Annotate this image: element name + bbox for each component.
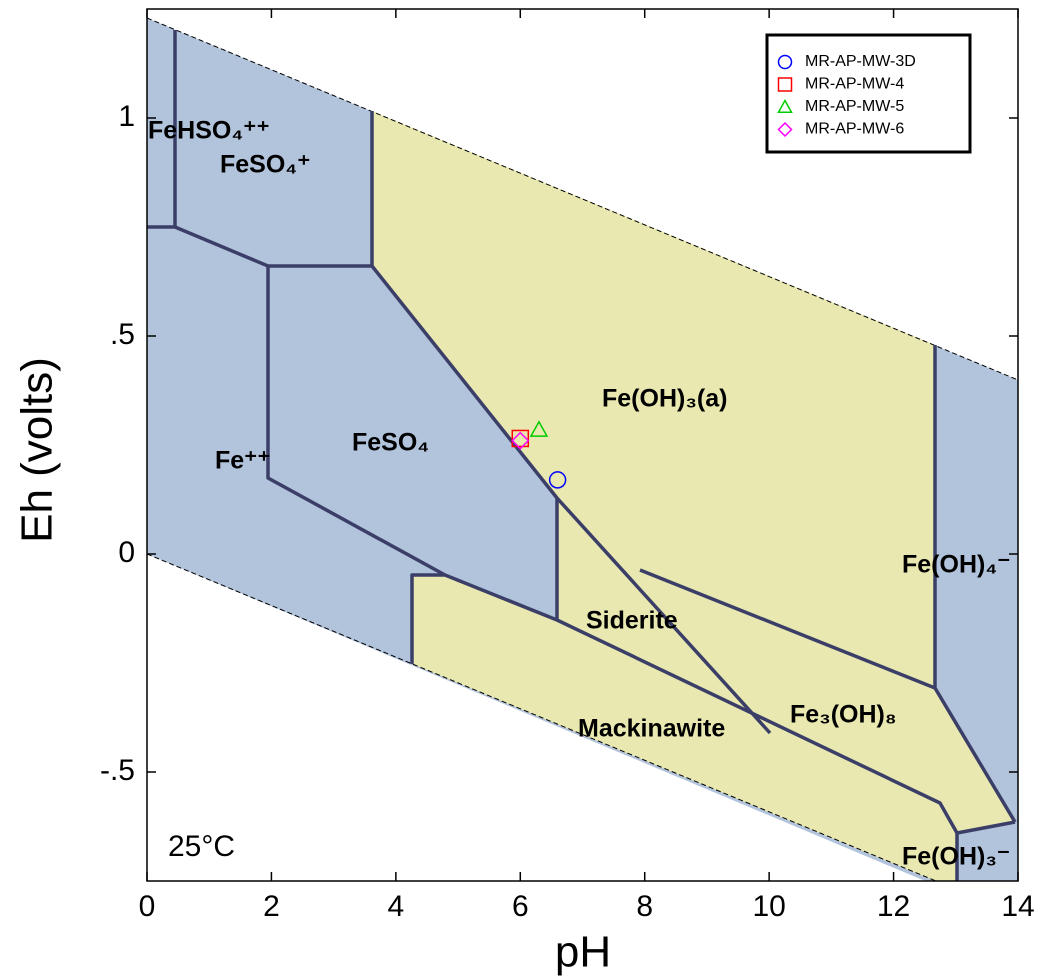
y-tick-label: .5 <box>110 318 135 351</box>
boundary <box>147 225 372 268</box>
y-axis-title: Eh (volts) <box>13 357 62 543</box>
yellow-region <box>372 111 1015 881</box>
region-label: Fe(OH)₃⁻ <box>902 843 1010 871</box>
legend-box <box>765 33 972 154</box>
x-tick-label: 12 <box>877 890 910 923</box>
x-tick-label: 4 <box>388 890 405 923</box>
data-point <box>511 429 530 448</box>
legend-marker <box>777 98 793 113</box>
water-line <box>147 553 938 881</box>
y-tick-label: -.5 <box>100 754 135 787</box>
boundary <box>370 111 772 735</box>
y-tick-label: 1 <box>118 100 135 133</box>
x-axis-title: pH <box>555 928 611 977</box>
legend-label: MR-AP-MW-4 <box>805 76 904 93</box>
legend-marker <box>777 121 793 138</box>
x-tick-label: 0 <box>139 890 156 923</box>
plot-frame <box>146 8 1019 882</box>
temperature-label: 25°C <box>168 830 235 863</box>
region-label: Fe(OH)₄⁻ <box>902 551 1010 579</box>
region-label: FeHSO₄⁺⁺ <box>148 117 270 145</box>
regions <box>147 17 1018 881</box>
legend-marker <box>777 54 793 70</box>
legend-marker <box>777 77 793 92</box>
legend-label: MR-AP-MW-6 <box>805 121 904 138</box>
region-label: FeSO₄ <box>352 429 429 457</box>
legend-label: MR-AP-MW-3D <box>805 53 916 70</box>
data-point <box>529 420 549 437</box>
region-label: FeSO₄⁺ <box>220 151 310 179</box>
region-label: Mackinawite <box>578 715 725 743</box>
y-tick-label: 0 <box>118 536 135 569</box>
legend-label: MR-AP-MW-5 <box>805 98 904 115</box>
x-tick-label: 6 <box>512 890 529 923</box>
x-tick-label: 2 <box>263 890 280 923</box>
region-label: Fe⁺⁺ <box>215 447 271 475</box>
region-label: Fe(OH)₃(a) <box>602 385 727 413</box>
boundary <box>266 266 446 577</box>
x-tick-label: 10 <box>752 890 785 923</box>
x-tick-label: 8 <box>636 890 653 923</box>
boundary <box>956 820 1016 835</box>
x-tick-label: 14 <box>1001 890 1034 923</box>
region-label: Fe₃(OH)₈ <box>790 701 897 729</box>
data-point <box>548 471 567 489</box>
region-label: Siderite <box>586 607 678 635</box>
data-point <box>511 431 530 450</box>
water-line <box>147 17 1018 381</box>
